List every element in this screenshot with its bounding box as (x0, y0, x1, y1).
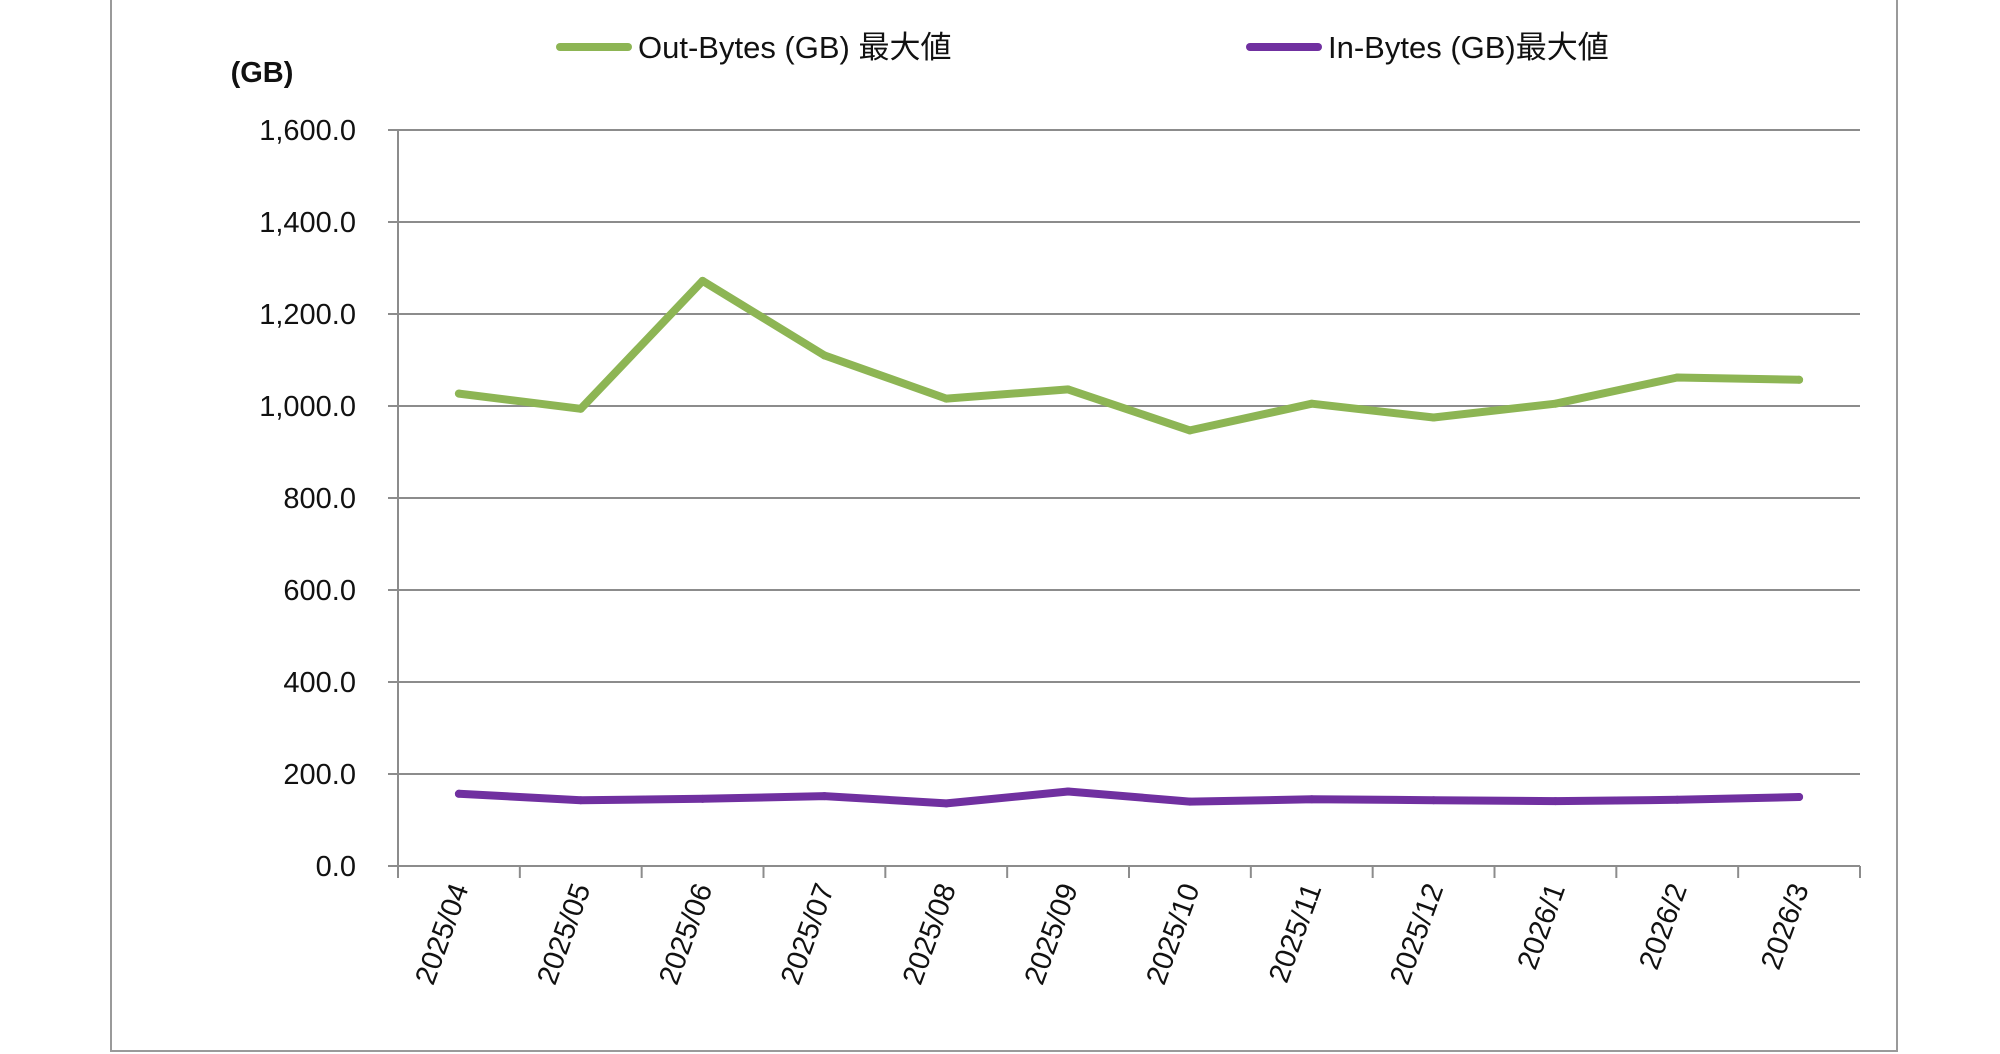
x-tick-label: 2025/05 (531, 879, 597, 988)
axes (388, 129, 1861, 878)
y-tick-label: 1,400.0 (259, 207, 356, 239)
x-tick-label: 2026/2 (1633, 879, 1693, 973)
series-line-2 (454, 787, 1804, 808)
y-tick-label: 800.0 (283, 483, 356, 515)
y-tick-label: 200.0 (283, 759, 356, 791)
x-tick-label: 2025/11 (1263, 879, 1328, 986)
y-tick-label: 600.0 (283, 575, 356, 607)
y-tick-label: 400.0 (283, 667, 356, 699)
y-tick-label: 1,000.0 (259, 391, 356, 423)
series-layer (454, 276, 1804, 808)
x-tick-label: 2025/10 (1141, 879, 1207, 988)
data-point (1185, 797, 1194, 806)
y-axis-unit-label: (GB) (231, 57, 294, 89)
data-point (1307, 399, 1316, 408)
data-point (1064, 787, 1073, 796)
data-point (454, 789, 463, 798)
legend-label: In-Bytes (GB)最大値 (1328, 30, 1609, 65)
data-point (942, 394, 951, 403)
data-point (1795, 793, 1804, 801)
y-tick-label: 0.0 (316, 851, 356, 883)
data-point (1795, 375, 1804, 384)
y-tick-label: 1,200.0 (259, 299, 356, 331)
data-point (1429, 796, 1438, 805)
data-point (1064, 385, 1073, 394)
x-tick-label: 2026/3 (1755, 879, 1815, 973)
data-point (820, 792, 829, 801)
data-point (1307, 795, 1316, 804)
data-point (576, 404, 585, 413)
data-point (1185, 426, 1194, 435)
x-tick-label: 2025/08 (897, 879, 963, 988)
data-point (1673, 795, 1682, 804)
data-point (698, 794, 707, 803)
data-point (1673, 373, 1682, 382)
x-tick-label: 2025/04 (410, 879, 476, 988)
data-point (942, 799, 951, 808)
legend-label: Out-Bytes (GB) 最大値 (638, 30, 951, 65)
chart-frame (110, 0, 1898, 1052)
data-point (576, 796, 585, 805)
gridlines (398, 129, 1860, 775)
data-point (698, 276, 707, 285)
x-tick-labels: 2025/04 2025/05 2025/06 2025/07 2025/08 2025/… (410, 879, 1816, 988)
x-tick-label: 2025/12 (1384, 879, 1450, 988)
legend: Out-Bytes (GB) 最大値 In-Bytes (GB)最大値 (556, 30, 1609, 65)
series-line-1 (454, 276, 1804, 435)
x-tick-label: 2025/07 (775, 879, 841, 988)
data-point (820, 351, 829, 360)
y-tick-labels: 0.0 200.0 400.0 600.0 800.0 1,000.0 1,200.0 1,4… (259, 115, 356, 883)
data-point (1551, 797, 1560, 806)
x-tick-label: 2025/09 (1019, 879, 1085, 988)
x-tick-label: 2025/06 (653, 879, 719, 988)
x-tick-label: 2026/1 (1512, 879, 1572, 973)
data-point (1429, 413, 1438, 422)
data-point (1551, 399, 1560, 408)
data-point (454, 389, 463, 398)
y-tick-label: 1,600.0 (259, 115, 356, 147)
